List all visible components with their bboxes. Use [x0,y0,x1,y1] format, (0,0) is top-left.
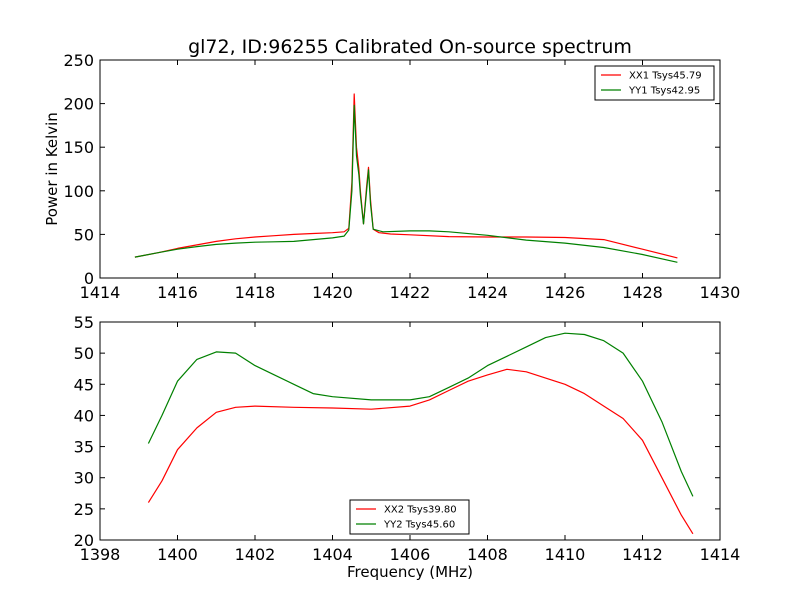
series-line-1 [147,368,694,535]
x-tick-label: 1402 [235,545,276,564]
legend-label: XX2 Tsys39.80 [384,505,457,516]
x-tick-label: 1400 [157,545,198,564]
x-axis-label: Frequency (MHz) [347,563,473,581]
x-tick-label: 1428 [622,283,663,302]
y-tick-label: 20 [74,531,94,550]
x-tick-label: 1426 [545,283,586,302]
y-tick-label: 0 [84,269,94,288]
x-tick-label: 1398 [80,545,121,564]
x-tick-label: 1416 [157,283,198,302]
legend: XX2 Tsys39.80 YY2 Tsys45.60 [349,499,470,535]
y-tick-label: 250 [63,51,94,70]
legend-label: YY2 Tsys45.60 [383,520,455,531]
x-tick-label: 1408 [467,545,508,564]
series-line-2 [147,332,694,497]
x-tick-label: 1414 [700,545,741,564]
y-tick-label: 100 [63,182,94,201]
y-axis-label: Power in Kelvin [43,112,61,226]
y-tick-label: 25 [74,500,94,519]
x-tick-label: 1422 [390,283,431,302]
y-tick-label: 150 [63,138,94,157]
x-tick-label: 1412 [622,545,663,564]
bottom-panel: 1398 1400 1402 1404 1406 1408 1410 1412 1414 20 25… [74,313,741,564]
x-tick-label: 1404 [312,545,353,564]
y-tick-label: 35 [74,438,94,457]
x-tick-label: 1414 [80,283,121,302]
legend: XX1 Tsys45.79 YY1 Tsys42.95 [594,65,715,101]
series-line-2 [134,104,678,263]
x-tick-label: 1430 [700,283,741,302]
series-line-1 [134,93,678,259]
y-tick-label: 50 [74,344,94,363]
y-tick-label: 50 [74,225,94,244]
y-tick-label: 45 [74,375,94,394]
legend-box [594,65,715,101]
x-tick-label: 1418 [235,283,276,302]
x-tick-label: 1420 [312,283,353,302]
y-tick-label: 55 [74,313,94,332]
top-panel: 1414 1416 1418 1420 1422 1424 1426 1428 1430 0 50 1… [63,51,740,302]
x-tick-label: 1424 [467,283,508,302]
legend-label: XX1 Tsys45.79 [629,71,702,82]
y-tick-label: 200 [63,95,94,114]
legend-label: YY1 Tsys42.95 [628,86,700,97]
x-tick-label: 1406 [390,545,431,564]
chart-title: gl72, ID:96255 Calibrated On-source spec… [188,36,632,58]
x-tick-label: 1410 [545,545,586,564]
y-tick-label: 40 [74,406,94,425]
y-tick-label: 30 [74,469,94,488]
legend-box [349,499,470,535]
